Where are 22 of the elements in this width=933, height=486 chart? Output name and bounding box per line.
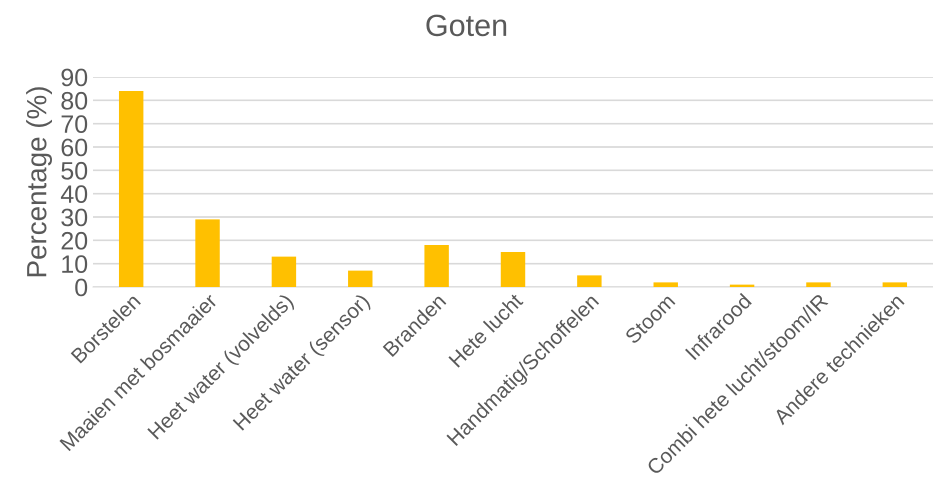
- y-tick-label: 30: [61, 208, 88, 226]
- bar: [348, 270, 372, 287]
- y-tick-label: 80: [61, 92, 88, 110]
- bar: [500, 252, 526, 287]
- y-tick-label: 90: [62, 68, 88, 86]
- y-tick-label: 10: [62, 255, 88, 273]
- y-tick-label: 40: [60, 185, 88, 203]
- y-tick-label: 50: [61, 162, 88, 180]
- y-tick-label: 0: [75, 278, 88, 296]
- bar: [654, 282, 678, 287]
- bar: [806, 282, 831, 287]
- bar: [882, 282, 908, 287]
- bar: [577, 275, 602, 287]
- y-tick-label: 20: [62, 232, 88, 250]
- y-tick-label: 70: [62, 115, 88, 133]
- bar: [272, 256, 296, 287]
- chart-title: Goten: [426, 14, 506, 36]
- bar: [195, 219, 220, 287]
- y-tick-label: 60: [62, 138, 88, 156]
- bar: [118, 91, 144, 287]
- y-axis-title: Percentage (%): [26, 87, 52, 276]
- bar: [424, 245, 449, 287]
